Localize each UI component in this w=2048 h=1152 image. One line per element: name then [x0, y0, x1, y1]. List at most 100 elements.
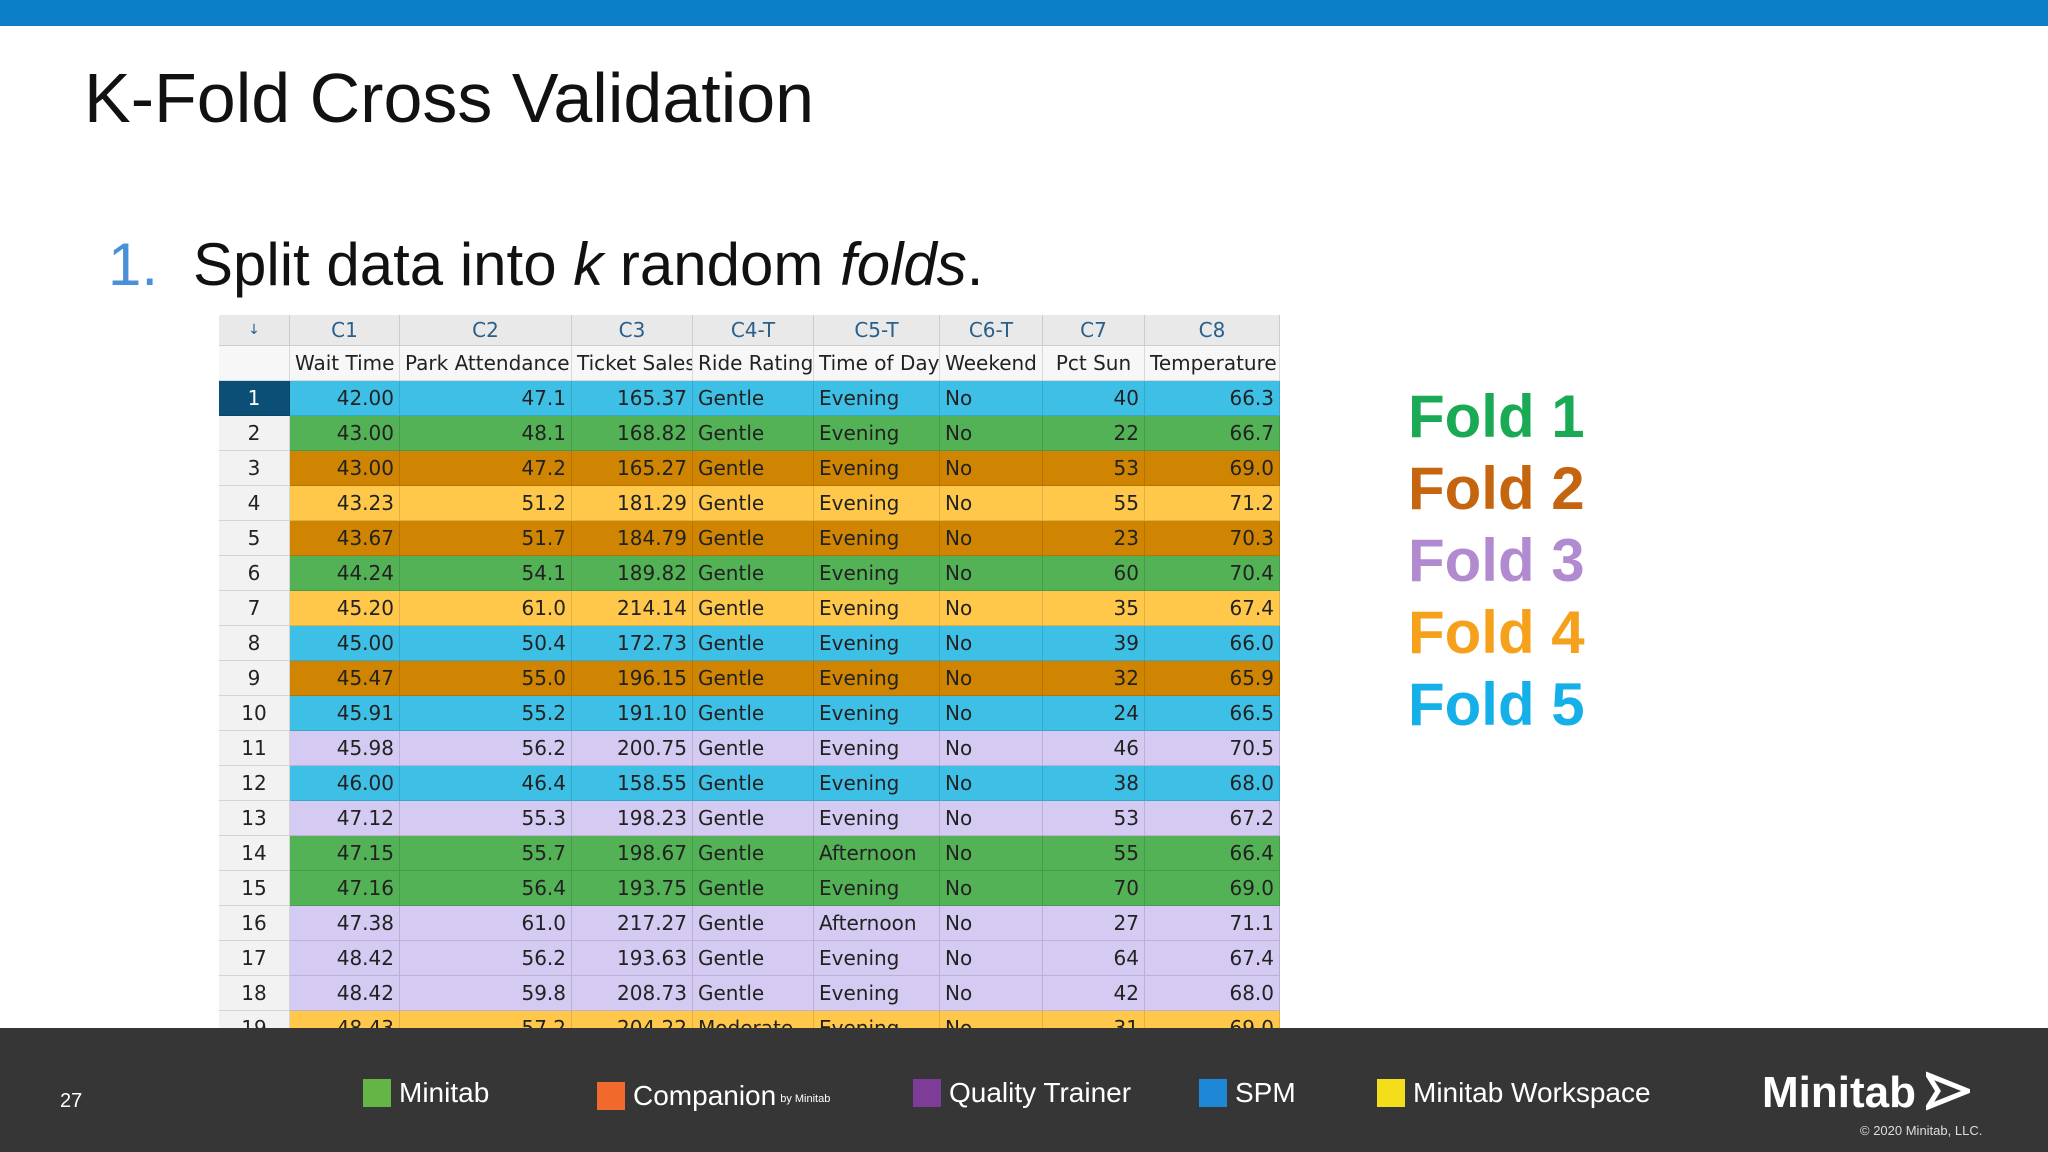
data-cell: 55: [1043, 486, 1145, 521]
data-cell: No: [940, 626, 1043, 661]
brand-name: Minitab: [1762, 1068, 1916, 1117]
column-id: C3: [572, 315, 693, 346]
data-cell: 47.2: [400, 451, 572, 486]
step-text-part: folds: [840, 231, 967, 298]
row-number: 1: [219, 381, 290, 416]
step-text-part: Split data into: [193, 231, 574, 298]
column-id: C2: [400, 315, 572, 346]
data-cell: 70.3: [1145, 521, 1280, 556]
data-cell: Evening: [814, 556, 940, 591]
row-number: 18: [219, 976, 290, 1011]
data-cell: 43.67: [290, 521, 400, 556]
data-cell: Evening: [814, 941, 940, 976]
data-cell: No: [940, 486, 1043, 521]
data-cell: 158.55: [572, 766, 693, 801]
data-cell: 66.7: [1145, 416, 1280, 451]
data-cell: 196.15: [572, 661, 693, 696]
data-cell: 60: [1043, 556, 1145, 591]
fold-label: Fold 2: [1408, 455, 1585, 522]
data-cell: Gentle: [693, 451, 814, 486]
data-cell: Gentle: [693, 591, 814, 626]
slide-title: K-Fold Cross Validation: [84, 59, 815, 137]
data-cell: No: [940, 801, 1043, 836]
step-text: Split data into k random folds.: [193, 230, 983, 300]
data-cell: 35: [1043, 591, 1145, 626]
data-cell: 165.27: [572, 451, 693, 486]
data-cell: 70.4: [1145, 556, 1280, 591]
data-cell: Moderate: [693, 1011, 814, 1028]
data-cell: 67.4: [1145, 941, 1280, 976]
product: Minitab Workspace: [1377, 1075, 1651, 1111]
data-cell: Gentle: [693, 661, 814, 696]
brand-logo: Minitab: [1762, 1068, 1975, 1118]
data-cell: Gentle: [693, 486, 814, 521]
row-number: 4: [219, 486, 290, 521]
row-number: 11: [219, 731, 290, 766]
data-cell: 193.75: [572, 871, 693, 906]
product-name: Quality Trainer: [949, 1077, 1132, 1108]
data-cell: 47.38: [290, 906, 400, 941]
column-id: C8: [1145, 315, 1280, 346]
product: Companion by Minitab: [597, 1075, 830, 1117]
data-cell: 45.00: [290, 626, 400, 661]
data-cell: Evening: [814, 486, 940, 521]
data-cell: 48.42: [290, 941, 400, 976]
data-cell: No: [940, 871, 1043, 906]
data-cell: 165.37: [572, 381, 693, 416]
data-cell: 66.0: [1145, 626, 1280, 661]
data-cell: Evening: [814, 661, 940, 696]
data-cell: 208.73: [572, 976, 693, 1011]
data-cell: 71.1: [1145, 906, 1280, 941]
row-number: 16: [219, 906, 290, 941]
data-cell: Evening: [814, 871, 940, 906]
product: SPM: [1199, 1075, 1296, 1111]
product-icon: [913, 1079, 941, 1107]
data-cell: 23: [1043, 521, 1145, 556]
step-text-part: k: [573, 231, 604, 298]
data-cell: 43.23: [290, 486, 400, 521]
data-cell: 45.91: [290, 696, 400, 731]
data-cell: 70.5: [1145, 731, 1280, 766]
data-cell: 45.47: [290, 661, 400, 696]
data-cell: 56.2: [400, 731, 572, 766]
data-cell: Evening: [814, 381, 940, 416]
data-cell: No: [940, 1011, 1043, 1028]
row-number: 3: [219, 451, 290, 486]
data-cell: 42: [1043, 976, 1145, 1011]
data-cell: 64: [1043, 941, 1145, 976]
data-cell: 69.0: [1145, 451, 1280, 486]
data-cell: No: [940, 976, 1043, 1011]
data-cell: 67.2: [1145, 801, 1280, 836]
data-cell: 51.2: [400, 486, 572, 521]
data-cell: 54.1: [400, 556, 572, 591]
row-number: 10: [219, 696, 290, 731]
data-cell: 48.1: [400, 416, 572, 451]
data-cell: No: [940, 766, 1043, 801]
data-cell: 47.12: [290, 801, 400, 836]
data-cell: Gentle: [693, 731, 814, 766]
data-cell: No: [940, 521, 1043, 556]
fold-label: Fold 3: [1408, 527, 1585, 594]
data-cell: No: [940, 836, 1043, 871]
page-number: 27: [60, 1090, 83, 1112]
data-cell: 31: [1043, 1011, 1145, 1028]
data-cell: 47.15: [290, 836, 400, 871]
data-cell: 53: [1043, 801, 1145, 836]
data-cell: 214.14: [572, 591, 693, 626]
data-cell: No: [940, 556, 1043, 591]
data-cell: Evening: [814, 451, 940, 486]
data-cell: 48.42: [290, 976, 400, 1011]
column-name: Park Attendance: [400, 346, 572, 381]
product-by: by Minitab: [780, 1093, 831, 1105]
product-icon: [1377, 1079, 1405, 1107]
data-cell: 66.3: [1145, 381, 1280, 416]
data-cell: Evening: [814, 766, 940, 801]
data-cell: Gentle: [693, 521, 814, 556]
data-cell: No: [940, 941, 1043, 976]
data-cell: 61.0: [400, 906, 572, 941]
data-cell: 200.75: [572, 731, 693, 766]
data-cell: Gentle: [693, 416, 814, 451]
column-id: C6-T: [940, 315, 1043, 346]
column-name: Weekend: [940, 346, 1043, 381]
